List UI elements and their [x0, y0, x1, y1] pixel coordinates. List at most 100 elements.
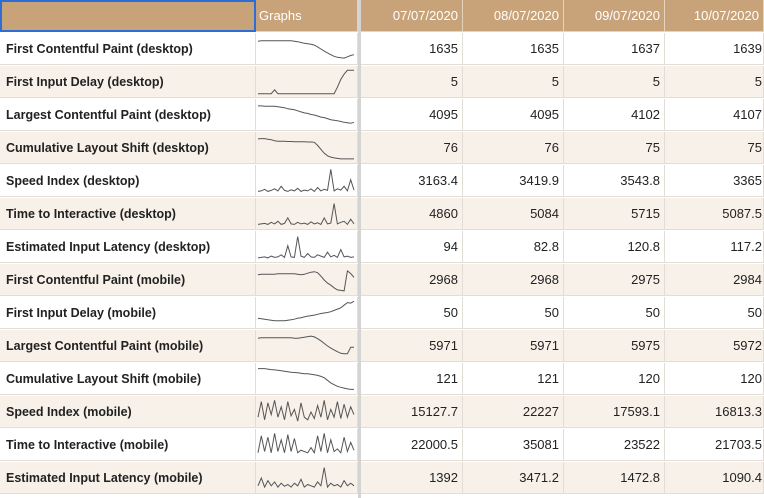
value-cell[interactable]: 117.2: [665, 231, 764, 263]
value-cell[interactable]: 5975: [564, 330, 665, 362]
value-cell[interactable]: 1392: [361, 462, 463, 494]
value-cell[interactable]: 76: [361, 132, 463, 164]
value-cell[interactable]: 4095: [463, 99, 564, 131]
value-cell[interactable]: 1090.4: [665, 462, 764, 494]
value-cell[interactable]: 75: [564, 132, 665, 164]
table-row[interactable]: Time to Interactive (desktop) 4860 5084 571…: [0, 198, 764, 231]
sparkline-cell[interactable]: [256, 66, 358, 98]
value-cell[interactable]: 5715: [564, 198, 665, 230]
sparkline-cell[interactable]: [256, 396, 358, 428]
table-row[interactable]: Largest Contentful Paint (desktop) 4095 40…: [0, 99, 764, 132]
value-cell[interactable]: 50: [665, 297, 764, 329]
table-row[interactable]: Cumulative Layout Shift (mobile) 121 121 12…: [0, 363, 764, 396]
frozen-column-divider[interactable]: [358, 0, 361, 498]
sparkline-cell[interactable]: [256, 462, 358, 494]
value-cell[interactable]: 3471.2: [463, 462, 564, 494]
table-row[interactable]: First Contentful Paint (desktop) 1635 1635…: [0, 33, 764, 66]
value-cell[interactable]: 76: [463, 132, 564, 164]
value-cell[interactable]: 5: [665, 66, 764, 98]
value-cell[interactable]: 1639: [665, 33, 764, 65]
value-cell[interactable]: 2968: [361, 264, 463, 296]
sparkline-cell[interactable]: [256, 99, 358, 131]
value-cell[interactable]: 17593.1: [564, 396, 665, 428]
value-cell[interactable]: 5084: [463, 198, 564, 230]
table-row[interactable]: First Input Delay (desktop) 5 5 5 5: [0, 66, 764, 99]
metric-name-cell[interactable]: First Input Delay (desktop): [0, 66, 256, 98]
value-cell[interactable]: 50: [463, 297, 564, 329]
value-cell[interactable]: 5: [361, 66, 463, 98]
value-cell[interactable]: 23522: [564, 429, 665, 461]
value-cell[interactable]: 4107: [665, 99, 764, 131]
metric-name-cell[interactable]: Cumulative Layout Shift (desktop): [0, 132, 256, 164]
value-cell[interactable]: 4102: [564, 99, 665, 131]
metric-name-cell[interactable]: Largest Contentful Paint (mobile): [0, 330, 256, 362]
value-cell[interactable]: 1637: [564, 33, 665, 65]
value-cell[interactable]: 94: [361, 231, 463, 263]
sparkline-cell[interactable]: [256, 297, 358, 329]
value-cell[interactable]: 35081: [463, 429, 564, 461]
value-cell[interactable]: 15127.7: [361, 396, 463, 428]
table-row[interactable]: Speed Index (desktop) 3163.4 3419.9 3543.8 3…: [0, 165, 764, 198]
value-cell[interactable]: 1472.8: [564, 462, 665, 494]
sparkline-cell[interactable]: [256, 132, 358, 164]
value-cell[interactable]: 1635: [361, 33, 463, 65]
value-cell[interactable]: 82.8: [463, 231, 564, 263]
table-row[interactable]: Estimated Input Latency (desktop) 94 82.8 1…: [0, 231, 764, 264]
table-row[interactable]: Largest Contentful Paint (mobile) 5971 597…: [0, 330, 764, 363]
value-cell[interactable]: 3419.9: [463, 165, 564, 197]
value-cell[interactable]: 50: [564, 297, 665, 329]
table-row[interactable]: Time to Interactive (mobile) 22000.5 35081…: [0, 429, 764, 462]
sparkline-cell[interactable]: [256, 198, 358, 230]
metric-name-cell[interactable]: First Input Delay (mobile): [0, 297, 256, 329]
value-cell[interactable]: 5972: [665, 330, 764, 362]
date-column-header[interactable]: 07/07/2020: [361, 0, 463, 32]
metric-name-cell[interactable]: First Contentful Paint (desktop): [0, 33, 256, 65]
value-cell[interactable]: 75: [665, 132, 764, 164]
value-cell[interactable]: 3163.4: [361, 165, 463, 197]
value-cell[interactable]: 3365: [665, 165, 764, 197]
date-column-header[interactable]: 10/07/2020: [665, 0, 764, 32]
metric-name-cell[interactable]: Speed Index (mobile): [0, 396, 256, 428]
metric-name-cell[interactable]: Time to Interactive (desktop): [0, 198, 256, 230]
header-corner-cell[interactable]: [0, 0, 256, 32]
metric-name-cell[interactable]: Speed Index (desktop): [0, 165, 256, 197]
value-cell[interactable]: 4860: [361, 198, 463, 230]
date-column-header[interactable]: 08/07/2020: [463, 0, 564, 32]
value-cell[interactable]: 3543.8: [564, 165, 665, 197]
value-cell[interactable]: 5: [463, 66, 564, 98]
value-cell[interactable]: 5: [564, 66, 665, 98]
sparkline-cell[interactable]: [256, 264, 358, 296]
value-cell[interactable]: 50: [361, 297, 463, 329]
metric-name-cell[interactable]: Estimated Input Latency (mobile): [0, 462, 256, 494]
table-row[interactable]: First Input Delay (mobile) 50 50 50 50: [0, 297, 764, 330]
value-cell[interactable]: 22227: [463, 396, 564, 428]
value-cell[interactable]: 16813.3: [665, 396, 764, 428]
graphs-column-header[interactable]: Graphs: [256, 0, 358, 32]
value-cell[interactable]: 120: [564, 363, 665, 395]
metric-name-cell[interactable]: First Contentful Paint (mobile): [0, 264, 256, 296]
value-cell[interactable]: 2984: [665, 264, 764, 296]
value-cell[interactable]: 4095: [361, 99, 463, 131]
value-cell[interactable]: 120: [665, 363, 764, 395]
sparkline-cell[interactable]: [256, 231, 358, 263]
sparkline-cell[interactable]: [256, 363, 358, 395]
metric-name-cell[interactable]: Estimated Input Latency (desktop): [0, 231, 256, 263]
value-cell[interactable]: 1635: [463, 33, 564, 65]
value-cell[interactable]: 120.8: [564, 231, 665, 263]
value-cell[interactable]: 2975: [564, 264, 665, 296]
metric-name-cell[interactable]: Time to Interactive (mobile): [0, 429, 256, 461]
value-cell[interactable]: 121: [463, 363, 564, 395]
sparkline-cell[interactable]: [256, 165, 358, 197]
value-cell[interactable]: 121: [361, 363, 463, 395]
date-column-header[interactable]: 09/07/2020: [564, 0, 665, 32]
metric-name-cell[interactable]: Largest Contentful Paint (desktop): [0, 99, 256, 131]
table-row[interactable]: Speed Index (mobile) 15127.7 22227 17593.1 1…: [0, 396, 764, 429]
table-row[interactable]: First Contentful Paint (mobile) 2968 2968 2…: [0, 264, 764, 297]
value-cell[interactable]: 5971: [463, 330, 564, 362]
value-cell[interactable]: 5087.5: [665, 198, 764, 230]
sparkline-cell[interactable]: [256, 429, 358, 461]
value-cell[interactable]: 22000.5: [361, 429, 463, 461]
value-cell[interactable]: 5971: [361, 330, 463, 362]
value-cell[interactable]: 2968: [463, 264, 564, 296]
sparkline-cell[interactable]: [256, 330, 358, 362]
